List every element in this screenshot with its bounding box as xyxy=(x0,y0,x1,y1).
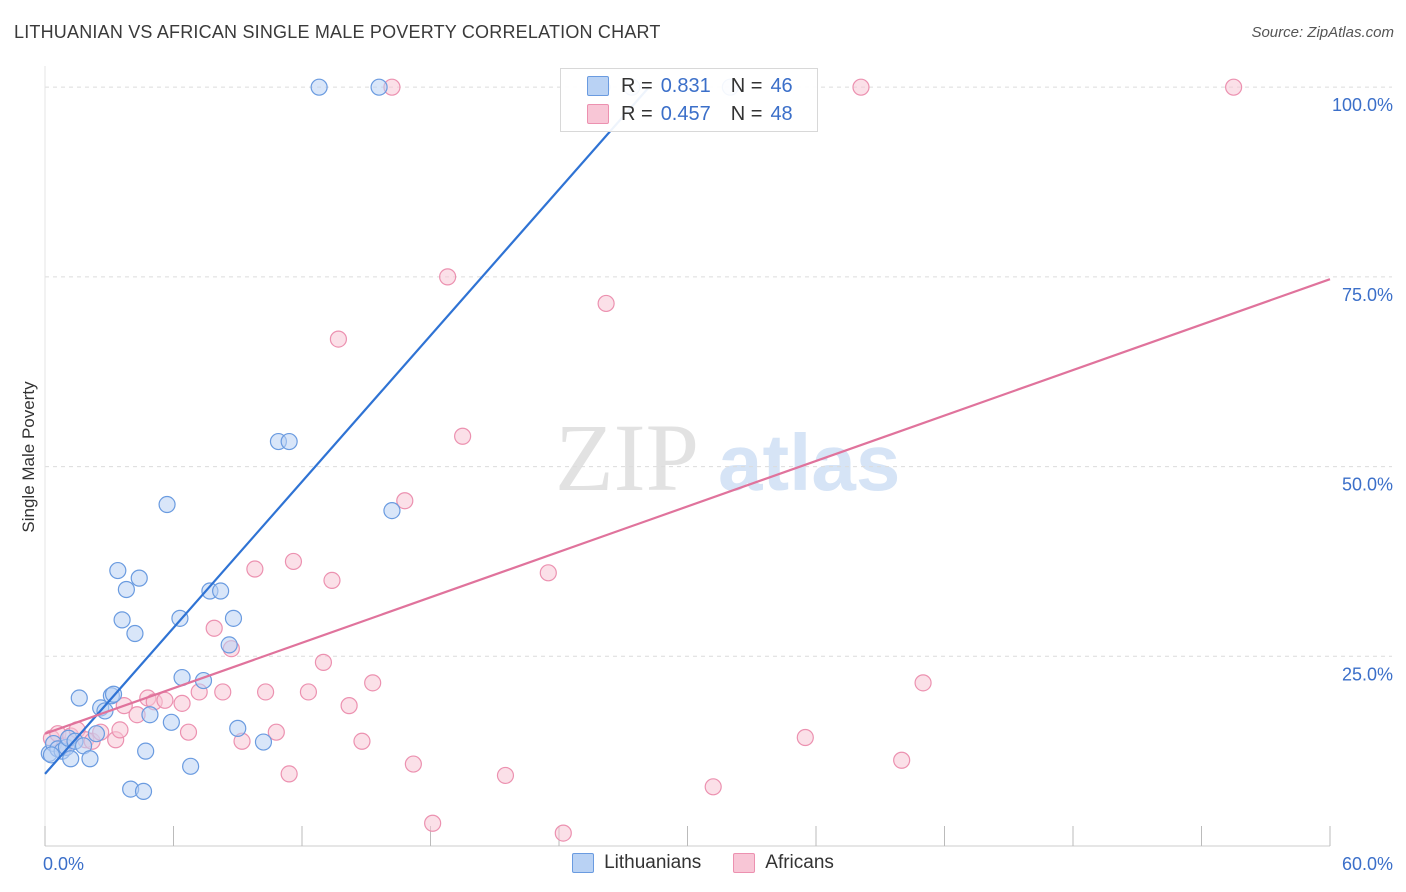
legend-n-value-lithuanians: 46 xyxy=(770,74,793,97)
point-african xyxy=(353,732,371,750)
point-african xyxy=(424,814,442,832)
trend-lines xyxy=(44,86,1331,775)
point-lithuanian xyxy=(212,582,230,600)
point-lithuanian xyxy=(310,78,328,96)
point-african xyxy=(173,694,191,712)
trend-line-african xyxy=(44,278,1331,735)
point-lithuanian xyxy=(137,742,155,760)
point-african xyxy=(539,564,557,582)
legend-row-africans: R = 0.457 N = 48 xyxy=(587,100,793,128)
point-lithuanian xyxy=(220,636,238,654)
y-tick-label: 100.0% xyxy=(1332,95,1393,115)
series-name-lithuanians: Lithuanians xyxy=(604,852,702,873)
point-lithuanian xyxy=(224,609,243,627)
point-african xyxy=(111,721,129,739)
watermark: ZIP atlas xyxy=(555,404,900,511)
point-lithuanian xyxy=(134,782,153,800)
point-african xyxy=(256,683,275,701)
point-african xyxy=(329,330,348,348)
y-tick-label: 25.0% xyxy=(1342,664,1393,684)
point-african xyxy=(496,766,515,785)
point-lithuanian xyxy=(229,719,247,737)
point-lithuanian xyxy=(182,757,200,775)
chart-title: LITHUANIAN VS AFRICAN SINGLE MALE POVERT… xyxy=(14,22,661,42)
point-african xyxy=(267,723,285,741)
point-african xyxy=(704,778,722,796)
point-african xyxy=(1225,78,1243,96)
series-swatch-pink xyxy=(733,853,756,873)
point-african xyxy=(284,552,303,571)
point-african xyxy=(179,723,198,741)
point-african xyxy=(852,78,870,96)
point-african xyxy=(364,674,382,692)
series-swatch-blue xyxy=(572,853,595,873)
point-lithuanian xyxy=(113,611,131,629)
legend-n-value-africans: 48 xyxy=(770,102,793,125)
point-african xyxy=(893,751,911,769)
point-lithuanian xyxy=(158,495,176,514)
legend-row-lithuanians: R = 0.831 N = 46 xyxy=(587,72,793,100)
point-lithuanian xyxy=(254,733,273,751)
point-lithuanian xyxy=(383,502,401,520)
point-african xyxy=(796,728,814,747)
point-african xyxy=(314,653,333,671)
point-african xyxy=(404,755,422,773)
point-african xyxy=(299,683,318,701)
series-name-africans: Africans xyxy=(765,852,834,873)
y-tick-label: 50.0% xyxy=(1342,475,1393,495)
point-lithuanian xyxy=(117,580,135,599)
tick-labels: 25.0% 50.0% 75.0% 100.0% 0.0% 60.0% xyxy=(43,95,1393,874)
point-african xyxy=(280,765,298,783)
point-african xyxy=(246,560,264,578)
legend-r-label: R = xyxy=(621,102,653,125)
point-lithuanian xyxy=(42,746,61,764)
point-african xyxy=(214,683,232,701)
series-legend-lithuanians: Lithuanians xyxy=(572,852,701,874)
x-tick-label: 60.0% xyxy=(1342,854,1393,874)
legend-n-label: N = xyxy=(730,74,763,97)
point-african xyxy=(454,427,472,445)
legend-n-label: N = xyxy=(730,102,763,125)
series-legend: Lithuanians Africans xyxy=(0,852,1406,874)
point-lithuanian xyxy=(141,706,159,724)
point-lithuanian xyxy=(62,750,80,768)
trend-line-lithuanian xyxy=(44,86,650,775)
legend-swatch-pink xyxy=(587,104,609,124)
legend-swatch-blue xyxy=(587,76,609,96)
point-lithuanian xyxy=(87,725,106,743)
point-lithuanian xyxy=(126,624,144,643)
point-african xyxy=(396,492,414,510)
point-african xyxy=(156,691,174,709)
point-lithuanian xyxy=(280,432,298,451)
point-african xyxy=(439,268,457,286)
point-lithuanian xyxy=(81,750,99,768)
point-african xyxy=(597,294,615,313)
point-african xyxy=(323,571,341,590)
correlation-legend: R = 0.831 N = 46 R = 0.457 N = 48 xyxy=(560,68,818,132)
point-african xyxy=(205,619,223,637)
series-legend-africans: Africans xyxy=(733,852,834,874)
legend-r-value-africans: 0.457 xyxy=(660,102,711,125)
point-lithuanian xyxy=(370,78,388,96)
point-lithuanian xyxy=(109,561,127,580)
point-lithuanian xyxy=(70,689,88,707)
legend-r-label: R = xyxy=(621,74,653,97)
y-axis-label: Single Male Poverty xyxy=(19,381,38,533)
point-lithuanian xyxy=(162,713,180,731)
point-african xyxy=(554,824,572,842)
point-african xyxy=(340,697,358,715)
point-african xyxy=(914,674,932,692)
y-tick-label: 75.0% xyxy=(1342,285,1393,305)
point-lithuanian xyxy=(130,569,148,587)
watermark-zip: ZIP xyxy=(555,404,699,511)
legend-r-value-lithuanians: 0.831 xyxy=(660,74,711,97)
axes xyxy=(44,66,1331,847)
x-tick-label: 0.0% xyxy=(43,854,84,874)
source-credit: Source: ZipAtlas.com xyxy=(1251,24,1394,41)
